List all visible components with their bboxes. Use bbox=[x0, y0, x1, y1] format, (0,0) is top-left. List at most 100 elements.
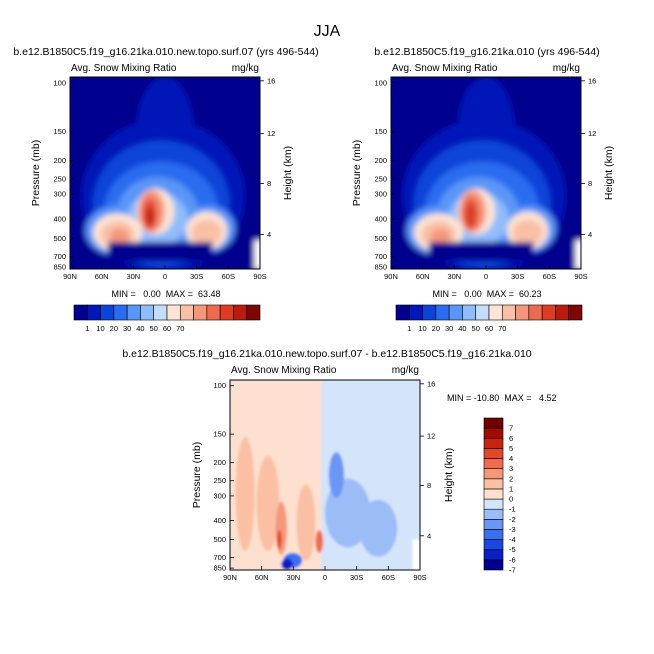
y-right-tick-label: 16 bbox=[427, 379, 435, 388]
colorbar-swatch bbox=[233, 304, 248, 321]
colorbar-label: 5 bbox=[509, 444, 513, 453]
colorbar-label: 1 bbox=[407, 324, 411, 333]
colorbar-label: 70 bbox=[176, 324, 184, 333]
x-tick-label: 0 bbox=[484, 272, 488, 281]
panel-3-title: b.e12.B1850C5.f19_g16.21ka.010.new.topo.… bbox=[122, 348, 531, 360]
panel-3-stats: MIN = -10.80 MAX = 4.52 bbox=[447, 393, 557, 403]
colorbar-label: 10 bbox=[418, 324, 426, 333]
y-tick-label: 400 bbox=[374, 215, 387, 224]
colorbar-swatch bbox=[219, 304, 234, 321]
colorbar-label: -5 bbox=[509, 545, 516, 554]
colorbar-swatch bbox=[483, 478, 504, 490]
y-tick-label: 500 bbox=[53, 234, 66, 243]
colorbar-label: -4 bbox=[509, 535, 516, 544]
y-tick-label: 700 bbox=[213, 553, 226, 562]
y-right-tick-label: 12 bbox=[267, 129, 275, 138]
colorbar-swatch bbox=[541, 304, 556, 321]
x-tick-label: 30S bbox=[511, 272, 524, 281]
x-tick-label: 90S bbox=[574, 272, 587, 281]
y-tick-label: 100 bbox=[213, 381, 226, 390]
colorbar-swatch bbox=[483, 559, 504, 571]
figure-title: JJA bbox=[314, 23, 341, 40]
x-tick-label: 60S bbox=[222, 272, 235, 281]
colorbar-label: -2 bbox=[509, 515, 516, 524]
y-tick-label: 100 bbox=[374, 78, 387, 87]
panel-1-colorbar: 1 10 20 30 40 50 60 70 bbox=[73, 304, 261, 333]
y-right-tick-label: 8 bbox=[267, 179, 271, 188]
colorbar-label: 70 bbox=[498, 324, 506, 333]
colorbar-swatch bbox=[153, 304, 168, 321]
colorbar-swatch bbox=[395, 304, 410, 321]
panel-1-ylabel: Pressure (mb) bbox=[30, 140, 42, 207]
colorbar-swatch bbox=[86, 304, 101, 321]
panel-3-ylabel: Pressure (mb) bbox=[191, 442, 203, 509]
colorbar-label: -3 bbox=[509, 525, 516, 534]
y-tick-label: 250 bbox=[53, 174, 66, 183]
colorbar-swatch bbox=[448, 304, 463, 321]
colorbar-swatch bbox=[488, 304, 503, 321]
colorbar-label: 20 bbox=[432, 324, 440, 333]
x-tick-label: 60S bbox=[543, 272, 556, 281]
colorbar-label: 60 bbox=[163, 324, 171, 333]
y-tick-label: 300 bbox=[53, 190, 66, 199]
panel-1-units: mg/kg bbox=[232, 63, 259, 74]
y-tick-label: 300 bbox=[374, 190, 387, 199]
colorbar-label: 30 bbox=[123, 324, 131, 333]
x-tick-label: 60S bbox=[382, 573, 395, 582]
panel-2-ylabel-right: Height (km) bbox=[603, 146, 615, 200]
colorbar-swatch bbox=[483, 468, 504, 480]
colorbar-swatch bbox=[166, 304, 181, 321]
colorbar-label: 1 bbox=[85, 324, 89, 333]
colorbar-swatch bbox=[483, 437, 504, 449]
panel-2-colorbar: 1 10 20 30 40 50 60 70 bbox=[395, 304, 583, 333]
y-tick-label: 200 bbox=[53, 156, 66, 165]
panel-1-title: b.e12.B1850C5.f19_g16.21ka.010.new.topo.… bbox=[13, 46, 318, 58]
colorbar-swatch bbox=[483, 498, 504, 510]
y-tick-label: 150 bbox=[53, 127, 66, 136]
panel-1-subtitle-left: Avg. Snow Mixing Ratio bbox=[71, 63, 177, 74]
colorbar-swatch bbox=[483, 539, 504, 551]
y-right-tick-label: 16 bbox=[588, 76, 596, 85]
y-tick-label: 500 bbox=[213, 535, 226, 544]
panel-2-title: b.e12.B1850C5.f19_g16.21ka.010 (yrs 496-… bbox=[374, 46, 599, 58]
y-tick-label: 300 bbox=[213, 491, 226, 500]
panel-3-ylabel-right: Height (km) bbox=[443, 448, 455, 502]
x-tick-label: 30N bbox=[447, 272, 461, 281]
panel-2-ylabel: Pressure (mb) bbox=[351, 140, 363, 207]
y-tick-label: 200 bbox=[213, 458, 226, 467]
colorbar-swatch bbox=[126, 304, 141, 321]
panel-2-subtitle-left: Avg. Snow Mixing Ratio bbox=[392, 63, 498, 74]
colorbar-label: 10 bbox=[96, 324, 104, 333]
x-tick-label: 90N bbox=[223, 573, 237, 582]
colorbar-swatch bbox=[179, 304, 194, 321]
y-tick-label: 150 bbox=[213, 430, 226, 439]
panel-2-units: mg/kg bbox=[553, 63, 580, 74]
colorbar-label: 2 bbox=[509, 474, 513, 483]
y-tick-label: 200 bbox=[374, 156, 387, 165]
colorbar-swatch bbox=[501, 304, 516, 321]
panel-3-subtitle-left: Avg. Snow Mixing Ratio bbox=[231, 365, 337, 376]
colorbar-swatch bbox=[475, 304, 490, 321]
colorbar-label: -1 bbox=[509, 505, 516, 514]
colorbar-swatch bbox=[206, 304, 221, 321]
y-tick-label: 700 bbox=[374, 252, 387, 261]
colorbar-swatch bbox=[483, 458, 504, 469]
colorbar-swatch bbox=[528, 304, 543, 321]
x-tick-label: 30N bbox=[126, 272, 140, 281]
colorbar-label: 40 bbox=[136, 324, 144, 333]
colorbar-label: 6 bbox=[509, 434, 513, 443]
x-tick-label: 90N bbox=[384, 272, 398, 281]
y-tick-label: 100 bbox=[53, 78, 66, 87]
colorbar-label: 40 bbox=[458, 324, 466, 333]
colorbar-label: 60 bbox=[485, 324, 493, 333]
colorbar-swatch bbox=[555, 304, 570, 321]
colorbar-label: 30 bbox=[445, 324, 453, 333]
colorbar-swatch bbox=[193, 304, 208, 321]
colorbar-swatch bbox=[483, 508, 504, 520]
y-tick-label: 700 bbox=[53, 252, 66, 261]
y-tick-label: 400 bbox=[213, 516, 226, 525]
panel-3-units: mg/kg bbox=[392, 365, 419, 376]
x-tick-label: 30S bbox=[190, 272, 203, 281]
